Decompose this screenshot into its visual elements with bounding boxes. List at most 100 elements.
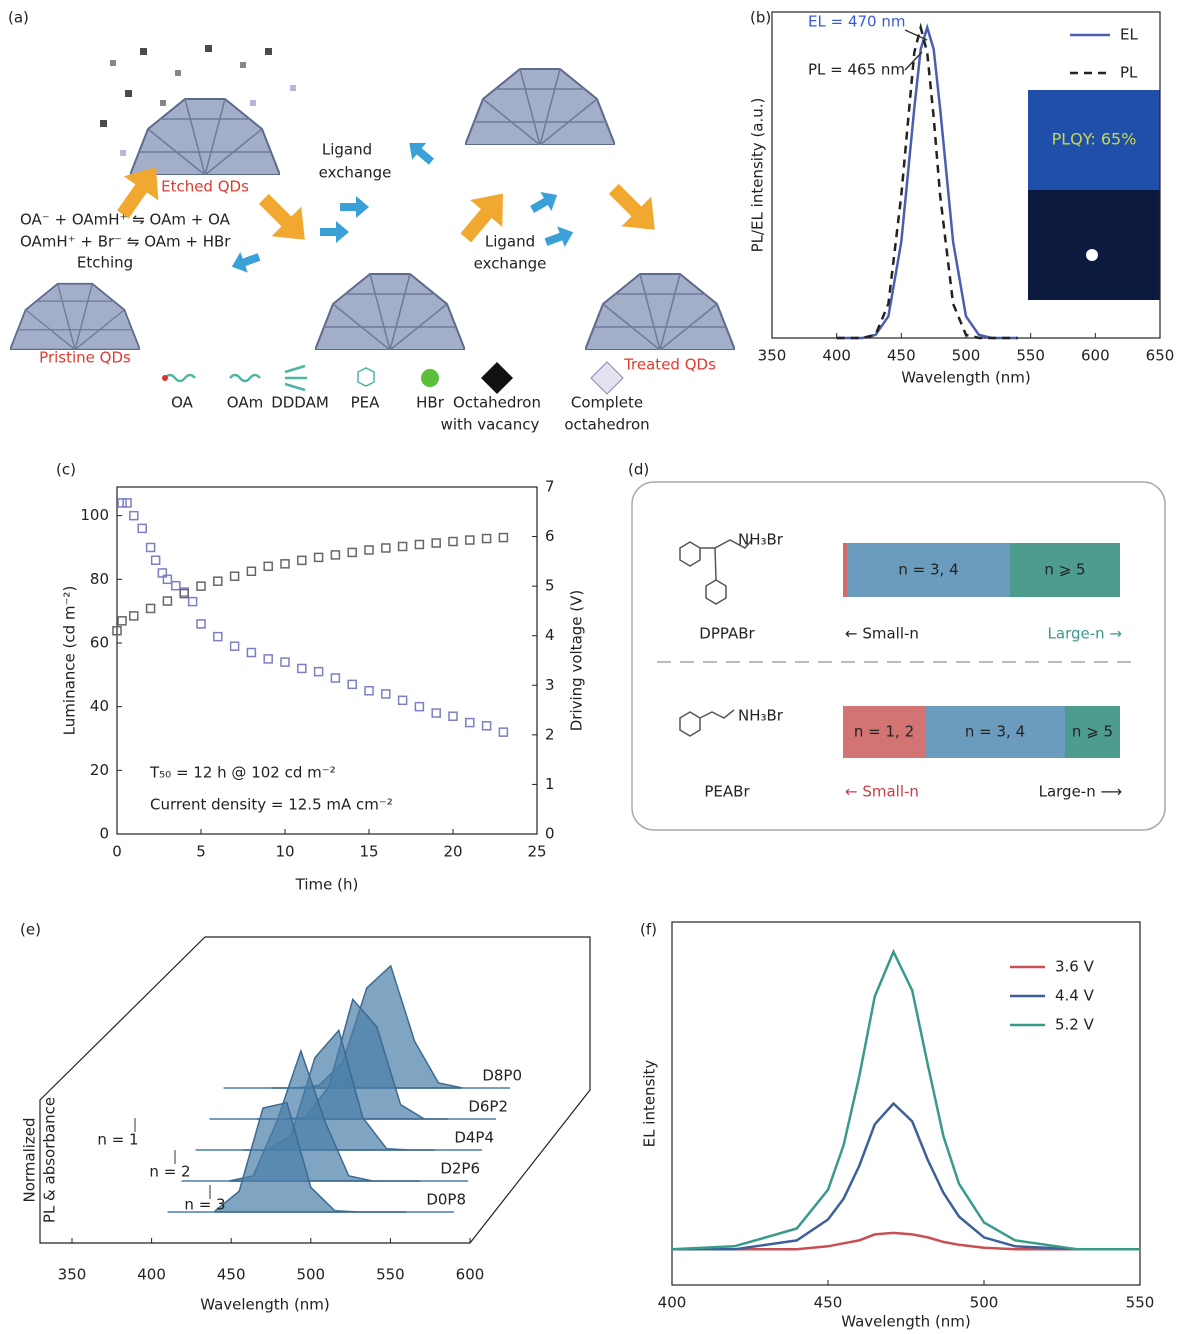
marker (246, 647, 257, 658)
y-tick-label: 20 (90, 761, 109, 779)
group-label: NH₃Br (738, 707, 784, 725)
molecules (679, 539, 753, 737)
treated-qd (585, 274, 735, 350)
y2-tick-label: 4 (545, 626, 555, 644)
legend-label: Complete (571, 394, 643, 412)
x-tick-label: 550 (1126, 1294, 1155, 1312)
marker (263, 561, 273, 572)
legend-label: Octahedron (453, 394, 541, 412)
annotation: EL = 470 nm (808, 13, 905, 31)
marker (280, 559, 290, 569)
orange-arrow (599, 174, 670, 245)
legend-label: OA (171, 394, 194, 412)
x-tick-label: 15 (359, 843, 378, 861)
label: (d) (628, 461, 649, 479)
label: Etched QDs (161, 178, 249, 196)
marker (129, 611, 139, 621)
marker (246, 566, 257, 577)
x-tick-label: 600 (456, 1266, 485, 1284)
marker (112, 626, 122, 636)
y2-tick-label: 0 (545, 825, 555, 843)
blue-arrow (402, 135, 438, 170)
legend-label: EL (1120, 26, 1138, 44)
marker (465, 535, 475, 545)
y-axis-label: Luminance (cd m⁻²) (61, 586, 79, 736)
large-n-label: Large-n → (1048, 625, 1122, 643)
label: Etching (77, 254, 133, 272)
marker (397, 695, 408, 706)
marker (414, 539, 425, 550)
x-tick-label: 400 (822, 347, 851, 365)
x-tick-label: 500 (296, 1266, 325, 1284)
marker (297, 555, 307, 566)
series-line (836, 22, 1018, 340)
marker (145, 603, 156, 614)
bar-segment (1065, 706, 1120, 758)
marker (150, 555, 161, 565)
label: Treated QDs (623, 356, 716, 374)
blue-arrow (228, 247, 263, 278)
molecule-name: DPPABr (699, 625, 755, 643)
x-tick-label: 10 (275, 843, 294, 861)
plot-frame (116, 486, 538, 835)
marker (313, 552, 324, 563)
label: exchange (474, 255, 547, 273)
bar-segment (1010, 543, 1120, 597)
bar-segment (847, 543, 1010, 597)
marker (213, 576, 223, 586)
y-axis-label: Normalized (21, 1117, 39, 1202)
y-axis-label: PL/EL intensity (a.u.) (749, 98, 767, 253)
etched-qd (130, 99, 280, 175)
annotation: T₅₀ = 12 h @ 102 cd m⁻² (149, 764, 336, 782)
x-tick-label: 350 (758, 347, 787, 365)
marker (129, 510, 139, 521)
x-tick-label: 550 (1016, 347, 1045, 365)
plot-frame (671, 921, 1141, 1286)
marker (448, 536, 458, 547)
marker (381, 689, 391, 699)
exchanged-qd (465, 69, 615, 145)
panel-label: (c) (56, 461, 76, 479)
legend-label: HBr (416, 394, 445, 412)
label: (a) (8, 9, 29, 27)
x-tick-label: 5 (196, 843, 206, 861)
x-axis-label: Wavelength (nm) (841, 1313, 971, 1331)
marker (465, 717, 475, 728)
series-line (836, 23, 1018, 340)
legend-icon (481, 362, 513, 394)
molecule-name: PEABr (704, 783, 750, 801)
series-line (672, 1231, 1140, 1251)
pl-area (214, 1101, 407, 1213)
legend-label: DDDAM (271, 394, 329, 412)
marker (330, 673, 341, 683)
x-tick-label: 500 (952, 347, 981, 365)
segment-label: n = 3, 4 (898, 561, 958, 579)
series-label: D4P4 (454, 1129, 494, 1147)
schematic (10, 45, 735, 395)
legend-label: OAm (227, 394, 263, 412)
annotation: Current density = 12.5 mA cm⁻² (150, 796, 393, 814)
marker (347, 679, 357, 690)
legend-icon (421, 369, 439, 387)
marker (162, 574, 173, 585)
blue-arrow (527, 185, 563, 219)
x-tick-label: 350 (58, 1266, 87, 1284)
panel-d-frame (631, 481, 1166, 831)
marker (145, 542, 156, 553)
y2-tick-label: 1 (545, 775, 555, 793)
series-label: D6P2 (468, 1098, 508, 1116)
bar-segment (925, 706, 1065, 758)
inset-photo-top (1028, 90, 1160, 190)
x-tick-label: 450 (217, 1266, 246, 1284)
annotation: PL = 465 nm (808, 61, 905, 79)
annotation: n = 2 (149, 1163, 190, 1181)
annotation-arrow (904, 51, 923, 71)
segment-label: n ⩾ 5 (1072, 723, 1113, 741)
marker (431, 708, 441, 718)
marker (431, 538, 441, 548)
y2-tick-label: 2 (545, 725, 555, 743)
marker (448, 711, 458, 721)
marker (481, 533, 492, 544)
segment-label: n ⩾ 5 (1044, 561, 1085, 579)
